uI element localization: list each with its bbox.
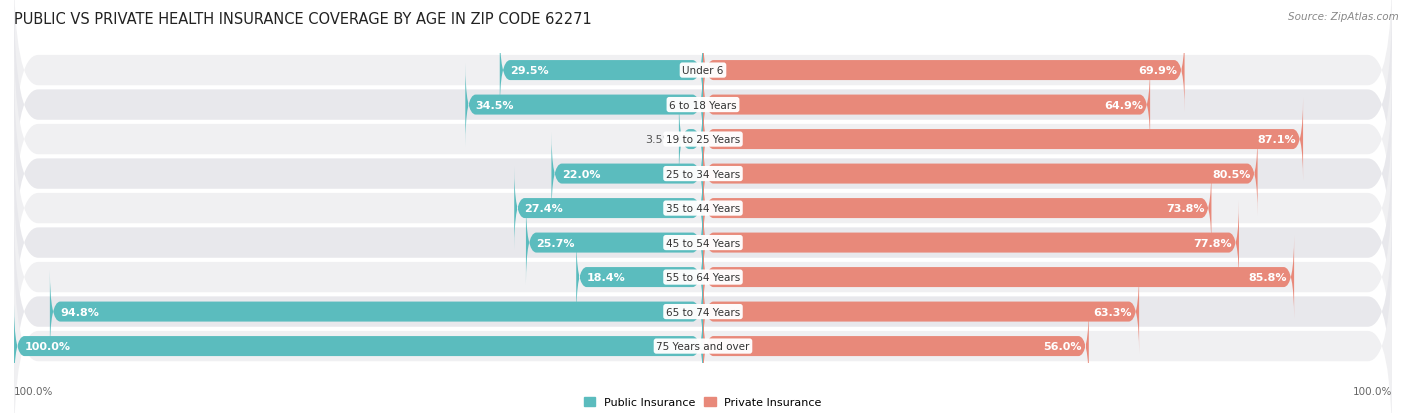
Text: 77.8%: 77.8% xyxy=(1194,238,1232,248)
FancyBboxPatch shape xyxy=(14,241,1392,413)
Text: 19 to 25 Years: 19 to 25 Years xyxy=(666,135,740,145)
Text: 87.1%: 87.1% xyxy=(1257,135,1296,145)
FancyBboxPatch shape xyxy=(14,0,1392,176)
Text: 35 to 44 Years: 35 to 44 Years xyxy=(666,204,740,214)
Text: 27.4%: 27.4% xyxy=(524,204,564,214)
FancyBboxPatch shape xyxy=(679,98,703,181)
FancyBboxPatch shape xyxy=(515,167,703,250)
Text: Source: ZipAtlas.com: Source: ZipAtlas.com xyxy=(1288,12,1399,22)
Text: 69.9%: 69.9% xyxy=(1139,66,1178,76)
Text: 100.0%: 100.0% xyxy=(14,387,53,396)
FancyBboxPatch shape xyxy=(49,270,703,354)
Text: 6 to 18 Years: 6 to 18 Years xyxy=(669,100,737,110)
FancyBboxPatch shape xyxy=(703,133,1257,216)
Text: 22.0%: 22.0% xyxy=(562,169,600,179)
Text: 85.8%: 85.8% xyxy=(1249,273,1288,282)
Text: 3.5%: 3.5% xyxy=(645,135,673,145)
FancyBboxPatch shape xyxy=(703,98,1303,181)
Text: 80.5%: 80.5% xyxy=(1212,169,1251,179)
FancyBboxPatch shape xyxy=(465,64,703,147)
Text: 25 to 34 Years: 25 to 34 Years xyxy=(666,169,740,179)
FancyBboxPatch shape xyxy=(14,138,1392,348)
Text: 65 to 74 Years: 65 to 74 Years xyxy=(666,307,740,317)
Text: 100.0%: 100.0% xyxy=(24,341,70,351)
Text: 100.0%: 100.0% xyxy=(1353,387,1392,396)
Text: Under 6: Under 6 xyxy=(682,66,724,76)
Text: 55 to 64 Years: 55 to 64 Years xyxy=(666,273,740,282)
FancyBboxPatch shape xyxy=(526,202,703,285)
Text: 73.8%: 73.8% xyxy=(1166,204,1205,214)
Legend: Public Insurance, Private Insurance: Public Insurance, Private Insurance xyxy=(583,397,823,408)
Text: 18.4%: 18.4% xyxy=(586,273,626,282)
FancyBboxPatch shape xyxy=(14,69,1392,280)
FancyBboxPatch shape xyxy=(14,34,1392,245)
FancyBboxPatch shape xyxy=(703,305,1088,388)
FancyBboxPatch shape xyxy=(551,133,703,216)
Text: 63.3%: 63.3% xyxy=(1094,307,1132,317)
FancyBboxPatch shape xyxy=(14,103,1392,314)
Text: PUBLIC VS PRIVATE HEALTH INSURANCE COVERAGE BY AGE IN ZIP CODE 62271: PUBLIC VS PRIVATE HEALTH INSURANCE COVER… xyxy=(14,12,592,27)
Text: 94.8%: 94.8% xyxy=(60,307,98,317)
FancyBboxPatch shape xyxy=(499,29,703,113)
Text: 29.5%: 29.5% xyxy=(510,66,548,76)
FancyBboxPatch shape xyxy=(14,0,1392,211)
FancyBboxPatch shape xyxy=(14,172,1392,383)
FancyBboxPatch shape xyxy=(703,29,1185,113)
FancyBboxPatch shape xyxy=(703,167,1212,250)
Text: 75 Years and over: 75 Years and over xyxy=(657,341,749,351)
Text: 45 to 54 Years: 45 to 54 Years xyxy=(666,238,740,248)
FancyBboxPatch shape xyxy=(703,202,1239,285)
Text: 34.5%: 34.5% xyxy=(475,100,515,110)
FancyBboxPatch shape xyxy=(14,305,703,388)
Text: 64.9%: 64.9% xyxy=(1104,100,1143,110)
Text: 25.7%: 25.7% xyxy=(536,238,575,248)
FancyBboxPatch shape xyxy=(703,270,1139,354)
FancyBboxPatch shape xyxy=(703,236,1294,319)
Text: 56.0%: 56.0% xyxy=(1043,341,1083,351)
FancyBboxPatch shape xyxy=(14,206,1392,413)
FancyBboxPatch shape xyxy=(703,64,1150,147)
FancyBboxPatch shape xyxy=(576,236,703,319)
